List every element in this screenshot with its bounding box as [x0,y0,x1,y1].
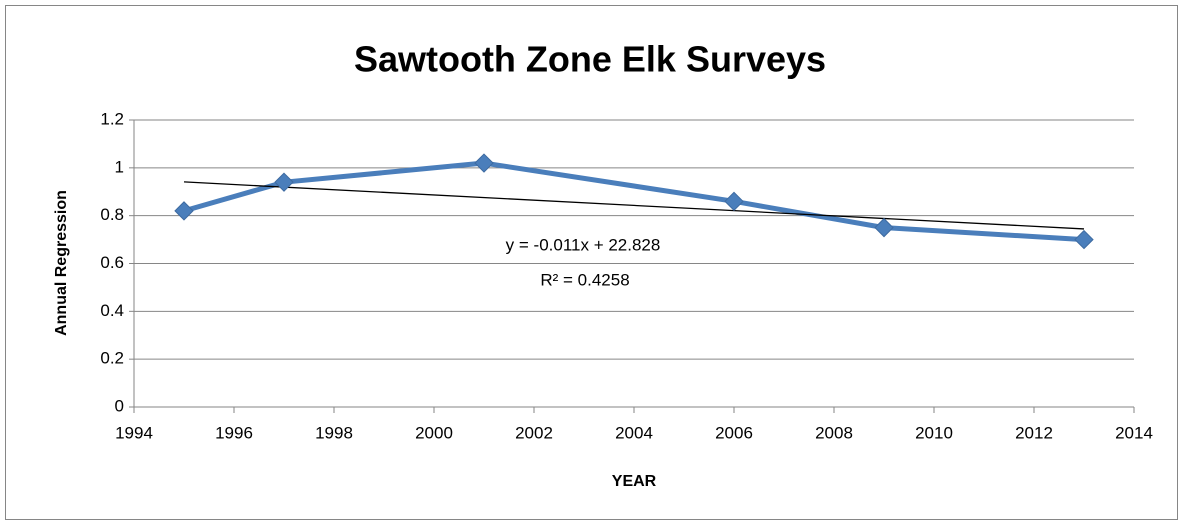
y-tick-label: 1.2 [100,109,124,128]
x-tick-label: 2004 [615,423,653,442]
chart-title: Sawtooth Zone Elk Surveys [354,39,826,80]
y-tick-label: 0.8 [100,205,124,224]
x-tick-label: 2008 [815,423,853,442]
trendline [183,181,1085,230]
x-tick-label: 1994 [115,423,153,442]
x-tick-label: 1998 [315,423,353,442]
y-tick-label: 0.6 [100,253,124,272]
x-tick-label: 2014 [1115,423,1153,442]
data-line [183,160,1085,243]
y-tick-label: 0 [115,396,124,415]
data-point [1074,229,1094,250]
data-point [874,217,894,238]
x-tick-label: 2006 [715,423,753,442]
chart-border [5,5,1178,520]
x-tick-label: 1996 [215,423,253,442]
data-point [724,191,744,212]
y-axis-label: Annual Regression [53,190,70,336]
y-tick-label: 0.2 [100,349,124,368]
x-tick-label: 2000 [415,423,453,442]
y-tick-label: 1 [115,157,124,176]
data-point [474,153,494,173]
trendline-r-squared: R² = 0.4258 [540,270,629,289]
data-point [174,201,194,221]
y-tick-label: 0.4 [100,301,124,320]
trendline-equation: y = -0.011x + 22.828 [506,235,661,254]
data-point [274,172,294,192]
x-tick-label: 2012 [1015,423,1053,442]
x-axis-label: YEAR [612,473,657,490]
x-tick-label: 2002 [515,423,553,442]
x-tick-label: 2010 [915,423,953,442]
